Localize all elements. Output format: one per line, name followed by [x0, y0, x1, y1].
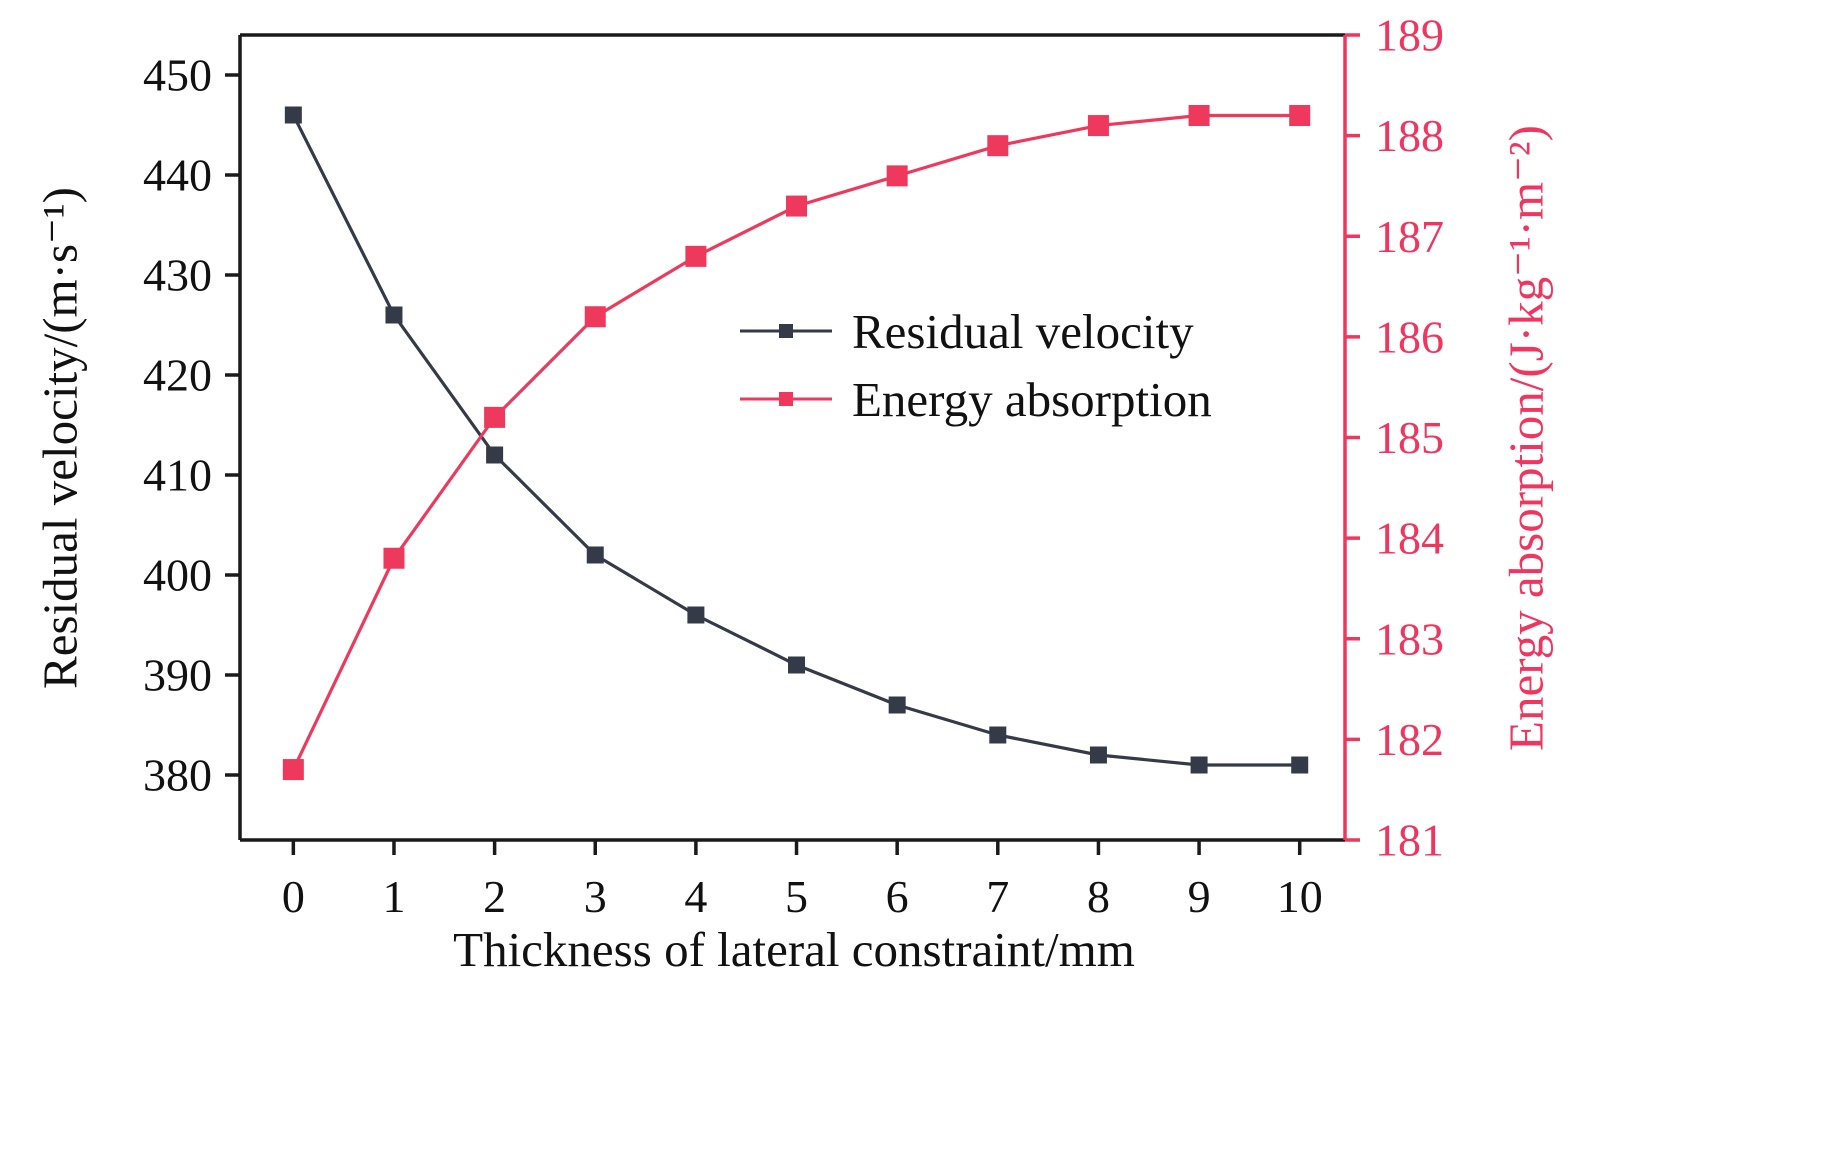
legend: Residual velocity Energy absorption	[740, 303, 1212, 427]
right-y-tick-label: 188	[1375, 110, 1444, 161]
left-y-tick-label: 430	[143, 250, 212, 301]
residual-velocity-marker	[788, 656, 806, 674]
x-tick-label: 1	[382, 871, 405, 922]
square-marker-icon	[779, 324, 793, 338]
left-y-tick-label: 390	[143, 650, 212, 701]
x-tick-label: 7	[986, 871, 1009, 922]
right-y-tick-label: 181	[1375, 815, 1444, 866]
right-y-tick-label: 185	[1375, 412, 1444, 463]
energy-absorption-marker	[786, 195, 808, 217]
residual-velocity-marker	[1291, 756, 1309, 774]
energy-absorption-marker	[1188, 105, 1210, 126]
right-y-tick-label: 182	[1375, 714, 1444, 765]
x-axis-title: Thickness of lateral constraint/mm	[453, 922, 1135, 977]
left-y-tick-label: 400	[143, 550, 212, 601]
residual-velocity-marker	[385, 306, 403, 324]
x-tick-label: 2	[483, 871, 506, 922]
right-y-tick-label: 186	[1375, 311, 1444, 362]
left-y-tick-label: 440	[143, 150, 212, 201]
energy-absorption-marker	[1087, 115, 1109, 137]
right-y-axis-title: Energy absorption/(J·kg⁻¹·m⁻²)	[1498, 125, 1554, 751]
energy-absorption-marker	[383, 547, 405, 569]
energy-absorption-marker	[484, 406, 506, 428]
residual-velocity-legend-marker	[740, 319, 832, 343]
legend-label: Residual velocity	[852, 303, 1194, 359]
residual-velocity-marker	[1089, 746, 1107, 764]
left-y-tick-label: 410	[143, 450, 212, 501]
square-marker-icon	[779, 392, 793, 406]
x-tick-label: 3	[584, 871, 607, 922]
energy-absorption-marker	[584, 306, 606, 328]
energy-absorption-marker	[886, 165, 908, 187]
x-tick-label: 6	[886, 871, 909, 922]
energy-absorption-marker	[685, 245, 707, 267]
energy-absorption-legend-marker	[740, 387, 832, 411]
energy-absorption-marker	[987, 135, 1009, 157]
energy-absorption-marker	[1289, 105, 1311, 126]
residual-velocity-marker	[687, 606, 705, 624]
left-y-tick-label: 380	[143, 750, 212, 801]
legend-item-energy-absorption: Energy absorption	[740, 371, 1212, 427]
residual-velocity-marker	[586, 546, 604, 564]
right-y-tick-label: 189	[1375, 10, 1444, 61]
x-tick-label: 4	[684, 871, 707, 922]
right-y-tick-label: 183	[1375, 613, 1444, 664]
x-tick-label: 5	[785, 871, 808, 922]
x-tick-label: 0	[282, 871, 305, 922]
legend-item-residual-velocity: Residual velocity	[740, 303, 1212, 359]
right-y-tick-label: 184	[1375, 513, 1444, 564]
legend-label: Energy absorption	[852, 371, 1212, 427]
right-y-tick-label: 187	[1375, 211, 1444, 262]
left-y-axis-title: Residual velocity/(m·s⁻¹)	[32, 187, 88, 689]
left-y-tick-label: 420	[143, 350, 212, 401]
residual-velocity-marker	[888, 696, 906, 714]
x-tick-label: 8	[1087, 871, 1110, 922]
residual-velocity-marker	[989, 726, 1007, 744]
x-tick-label: 10	[1277, 871, 1323, 922]
x-tick-label: 9	[1188, 871, 1211, 922]
residual-velocity-marker	[284, 106, 302, 124]
residual-velocity-marker	[1190, 756, 1208, 774]
residual-velocity-marker	[486, 446, 504, 464]
left-y-tick-label: 450	[143, 50, 212, 101]
energy-absorption-marker	[282, 759, 304, 781]
